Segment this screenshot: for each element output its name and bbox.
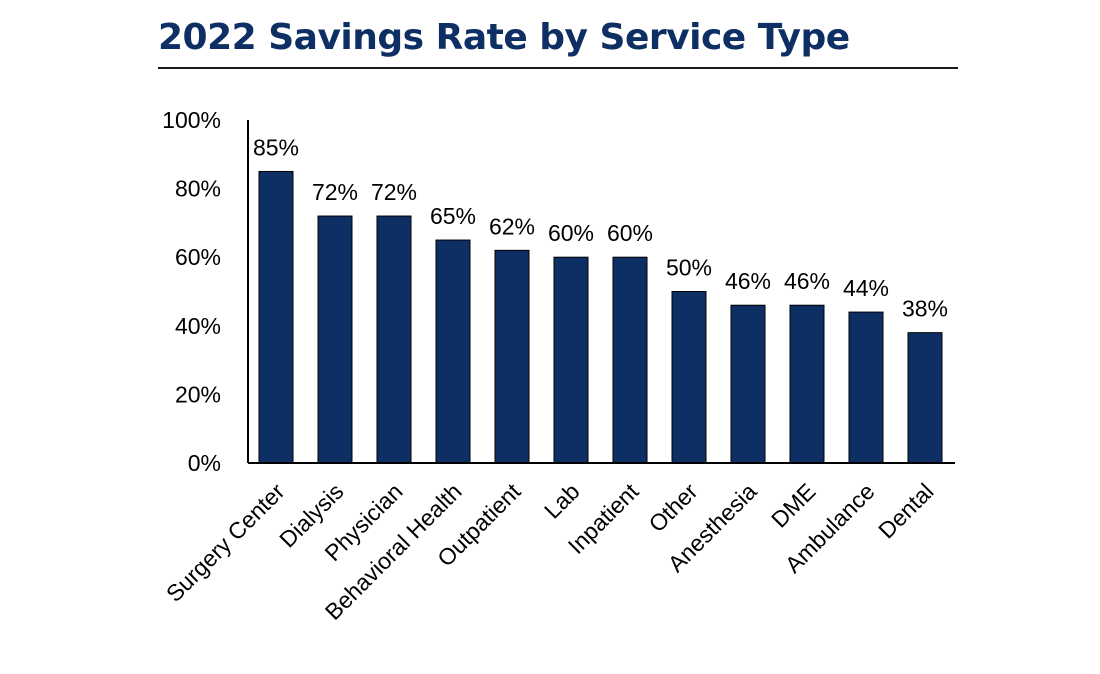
category-label: Dental bbox=[873, 478, 938, 543]
data-label: 60% bbox=[548, 220, 594, 246]
data-label: 44% bbox=[843, 275, 889, 301]
data-label: 72% bbox=[371, 179, 417, 205]
category-label: DME bbox=[766, 478, 821, 533]
data-label: 50% bbox=[666, 255, 712, 281]
title-divider bbox=[158, 67, 958, 69]
bar bbox=[376, 215, 412, 464]
data-label: 65% bbox=[430, 203, 476, 229]
bar bbox=[258, 170, 294, 464]
category-label: Surgery Center bbox=[161, 478, 290, 607]
bar bbox=[317, 215, 353, 464]
bar bbox=[671, 291, 707, 464]
y-tick-label: 20% bbox=[175, 381, 221, 407]
data-label: 46% bbox=[784, 268, 830, 294]
y-tick-label: 40% bbox=[175, 313, 221, 339]
data-label: 46% bbox=[725, 268, 771, 294]
data-label: 62% bbox=[489, 213, 535, 239]
bar bbox=[612, 256, 648, 464]
bar bbox=[435, 239, 471, 464]
bar bbox=[789, 304, 825, 464]
data-label: 72% bbox=[312, 179, 358, 205]
data-label: 60% bbox=[607, 220, 653, 246]
y-tick-label: 100% bbox=[162, 107, 221, 133]
bar bbox=[553, 256, 589, 464]
data-label: 38% bbox=[902, 296, 948, 322]
chart-title: 2022 Savings Rate by Service Type bbox=[158, 17, 850, 58]
category-label: Lab bbox=[539, 478, 585, 524]
bar bbox=[730, 304, 766, 464]
y-tick-label: 60% bbox=[175, 244, 221, 270]
bar bbox=[907, 332, 943, 464]
bar bbox=[848, 311, 884, 464]
y-tick-label: 0% bbox=[188, 450, 221, 476]
data-label: 85% bbox=[253, 134, 299, 160]
y-tick-label: 80% bbox=[175, 176, 221, 202]
bar bbox=[494, 249, 530, 464]
